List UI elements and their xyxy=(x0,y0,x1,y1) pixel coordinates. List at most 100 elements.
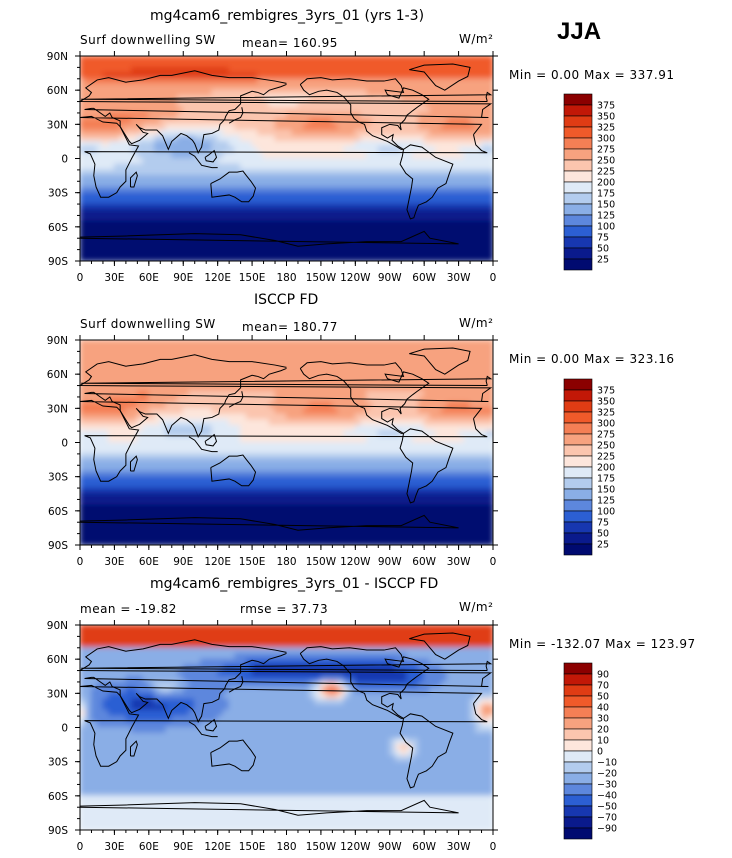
field-cell xyxy=(394,430,402,438)
field-cell xyxy=(320,186,328,194)
field-cell xyxy=(268,61,276,69)
field-cell xyxy=(458,373,466,381)
field-cell xyxy=(389,169,397,177)
field-cell xyxy=(136,175,144,182)
field-cell xyxy=(469,459,477,466)
field-cell xyxy=(331,180,339,188)
field-cell xyxy=(354,146,362,154)
field-cell xyxy=(194,453,202,461)
field-cell xyxy=(412,340,420,347)
field-cell xyxy=(394,66,402,74)
field-cell xyxy=(177,220,184,228)
field-cell xyxy=(171,350,179,358)
field-cell xyxy=(429,243,437,251)
field-cell xyxy=(251,345,259,353)
field-cell xyxy=(360,220,368,228)
field-cell xyxy=(131,129,139,137)
field-cell xyxy=(159,220,167,228)
field-cell xyxy=(423,430,431,438)
field-cell xyxy=(406,362,414,370)
field-cell xyxy=(286,402,293,410)
field-cell xyxy=(458,430,466,438)
field-cell xyxy=(349,476,357,484)
field-cell xyxy=(463,78,471,86)
field-cell xyxy=(331,436,339,444)
field-cell xyxy=(171,214,179,222)
field-cell xyxy=(303,442,311,449)
field-cell xyxy=(486,89,493,97)
field-cell xyxy=(308,180,316,188)
field-cell xyxy=(343,232,351,239)
field-cell xyxy=(165,135,173,143)
field-cell xyxy=(303,379,311,387)
field-cell xyxy=(268,83,276,91)
field-cell xyxy=(331,430,339,438)
field-cell xyxy=(148,453,156,461)
field-cell xyxy=(366,203,374,211)
field-cell xyxy=(131,214,139,222)
field-cell xyxy=(394,340,402,347)
field-cell xyxy=(383,163,391,171)
field-cell xyxy=(291,464,299,472)
field-cell xyxy=(314,209,322,217)
field-cell xyxy=(463,430,471,438)
field-cell xyxy=(113,481,121,489)
field-cell xyxy=(119,226,127,234)
field-cell xyxy=(188,390,196,398)
field-cell xyxy=(251,106,259,114)
field-cell xyxy=(366,356,374,364)
field-cell xyxy=(165,254,173,261)
field-cell xyxy=(240,158,248,165)
field-cell xyxy=(372,197,379,205)
field-cell xyxy=(303,459,311,466)
field-cell xyxy=(475,442,483,449)
field-cell xyxy=(113,169,121,177)
field-cell xyxy=(308,135,316,143)
field-cell xyxy=(113,367,121,375)
field-cell xyxy=(154,220,162,228)
field-cell xyxy=(291,447,299,455)
field-cell xyxy=(119,493,127,501)
field-cell xyxy=(154,430,162,438)
field-cell xyxy=(458,106,466,114)
field-cell xyxy=(234,123,242,131)
field-cell xyxy=(400,123,408,131)
field-cell xyxy=(108,340,116,347)
field-cell xyxy=(406,123,414,131)
field-cell xyxy=(291,379,299,387)
field-cell xyxy=(205,129,213,137)
field-cell xyxy=(400,152,408,160)
field-cell xyxy=(228,510,236,518)
field-cell xyxy=(274,504,282,512)
field-cell xyxy=(406,129,414,137)
field-cell xyxy=(159,453,167,461)
field-cell xyxy=(205,516,213,523)
field-cell xyxy=(177,356,184,364)
field-cell xyxy=(96,481,104,489)
field-cell xyxy=(463,254,471,261)
field-cell xyxy=(108,453,116,461)
field-cell xyxy=(217,118,225,126)
field-cell xyxy=(314,373,322,381)
field-cell xyxy=(463,442,471,449)
field-cell xyxy=(389,402,397,410)
field-cell xyxy=(297,140,305,148)
field-cell xyxy=(429,66,437,74)
field-cell xyxy=(446,123,454,131)
field-cell xyxy=(268,436,276,444)
field-cell xyxy=(222,407,230,415)
field-cell xyxy=(280,152,288,160)
field-cell xyxy=(96,413,104,421)
field-cell xyxy=(102,487,110,495)
field-cell xyxy=(337,379,345,387)
field-cell xyxy=(154,129,162,137)
field-cell xyxy=(463,424,471,432)
field-cell xyxy=(314,487,322,495)
field-cell xyxy=(452,95,460,103)
field-cell xyxy=(257,180,265,188)
field-cell xyxy=(400,459,408,466)
field-cell xyxy=(354,254,362,261)
field-cell xyxy=(205,197,213,205)
field-cell xyxy=(349,101,357,108)
field-cell xyxy=(263,197,270,205)
